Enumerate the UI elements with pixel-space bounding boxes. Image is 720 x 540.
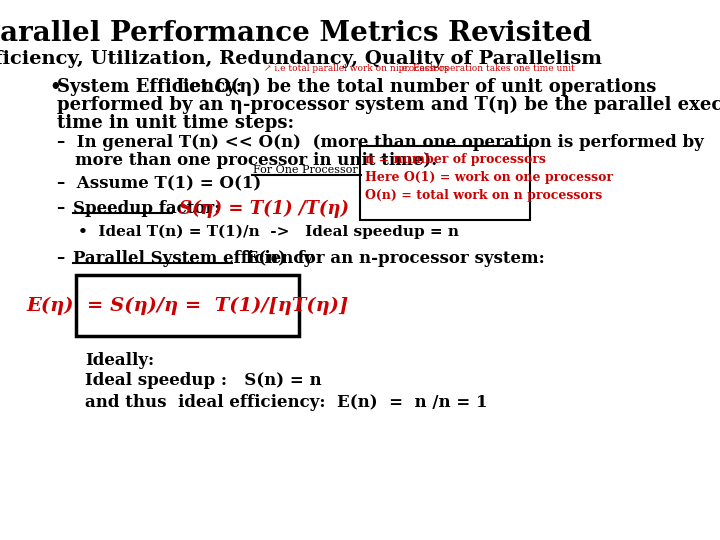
Text: O(n) = total work on n processors: O(n) = total work on n processors	[365, 189, 603, 202]
Text: i.e. Each operation takes one time unit: i.e. Each operation takes one time unit	[396, 64, 575, 73]
Text: Parallel Performance Metrics Revisited: Parallel Performance Metrics Revisited	[0, 20, 592, 47]
Text: –  Assume T(1) = O(1): – Assume T(1) = O(1)	[58, 175, 261, 192]
Text: E(n)  for an n-processor system:: E(n) for an n-processor system:	[233, 250, 544, 267]
Text: Ideally:: Ideally:	[85, 352, 154, 369]
Text: n = number of processors: n = number of processors	[365, 153, 546, 166]
Text: System Efficiency:: System Efficiency:	[58, 78, 243, 96]
Text: Speedup factor:: Speedup factor:	[73, 200, 220, 217]
Text: Efficiency, Utilization, Redundancy, Quality of Parallelism: Efficiency, Utilization, Redundancy, Qua…	[0, 50, 602, 68]
Text: ↗ i.e total parallel work on n processors: ↗ i.e total parallel work on n processor…	[264, 64, 449, 73]
Text: For One Processor: For One Processor	[253, 165, 358, 175]
FancyBboxPatch shape	[360, 146, 531, 220]
Text: S(η) = T(1) /T(η): S(η) = T(1) /T(η)	[179, 200, 348, 218]
Text: more than one processor in unit time).: more than one processor in unit time).	[75, 152, 437, 169]
Text: –  In general T(n) << O(n)  (more than one operation is performed by: – In general T(n) << O(n) (more than one…	[58, 134, 704, 151]
Text: –: –	[58, 250, 77, 267]
Text: Ideal speedup :   S(n) = n: Ideal speedup : S(n) = n	[85, 372, 322, 389]
Text: time in unit time steps:: time in unit time steps:	[58, 114, 294, 132]
Text: •: •	[49, 78, 60, 96]
FancyBboxPatch shape	[76, 275, 299, 336]
Text: and thus  ideal efficiency:  E(n)  =  n /n = 1: and thus ideal efficiency: E(n) = n /n =…	[85, 394, 487, 411]
Text: •  Ideal T(n) = T(1)/n  ->   Ideal speedup = n: • Ideal T(n) = T(1)/n -> Ideal speedup =…	[78, 225, 459, 239]
Text: performed by an η-processor system and T(η) be the parallel execution: performed by an η-processor system and T…	[58, 96, 720, 114]
Text: Parallel System efficiency: Parallel System efficiency	[73, 250, 312, 267]
Text: –: –	[58, 200, 77, 217]
Text: Here O(1) = work on one processor: Here O(1) = work on one processor	[365, 171, 613, 184]
Text: E(η)  = S(η)/η =  T(1)/[ηT(η)]: E(η) = S(η)/η = T(1)/[ηT(η)]	[26, 296, 348, 315]
Text: Let O(η) be the total number of unit operations: Let O(η) be the total number of unit ope…	[170, 78, 656, 96]
